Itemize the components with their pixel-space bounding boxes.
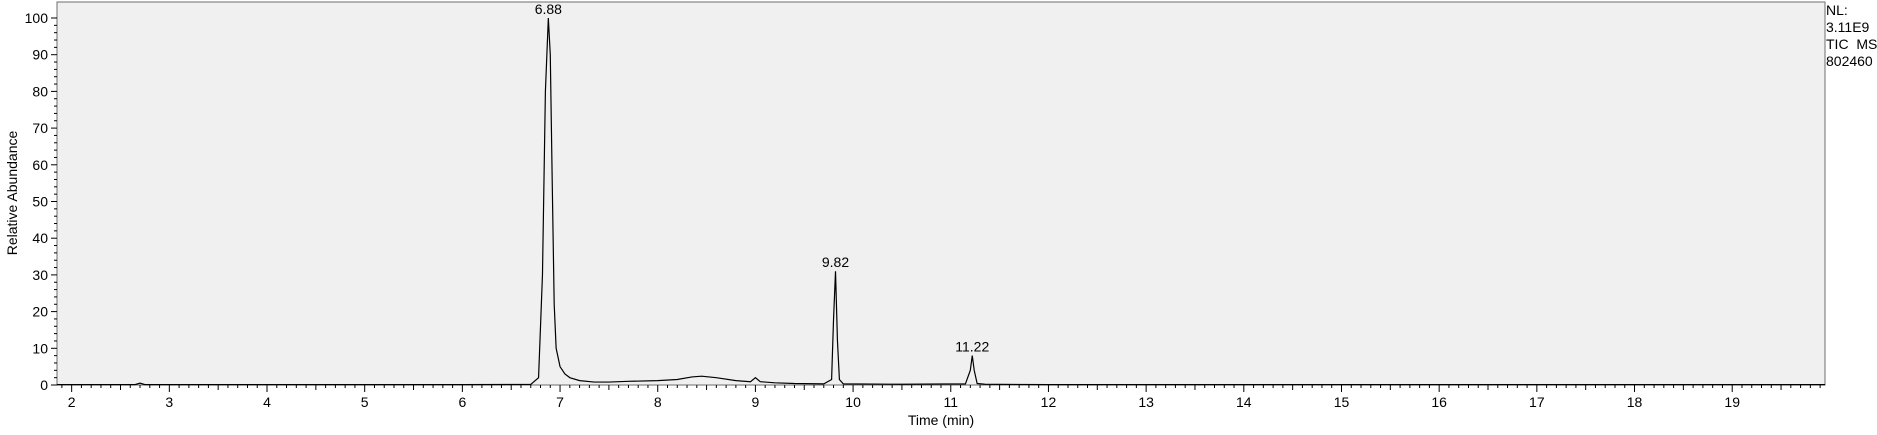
x-tick-label: 2 [68, 394, 76, 410]
x-tick-label: 16 [1431, 394, 1447, 410]
x-tick-label: 19 [1724, 394, 1740, 410]
peak-label: 11.22 [955, 339, 989, 355]
x-tick-label: 13 [1138, 394, 1154, 410]
peak-label: 6.88 [535, 1, 562, 17]
sample-id-label: 802460 [1826, 53, 1873, 69]
peak-label: 9.82 [822, 254, 849, 270]
x-tick-label: 9 [752, 394, 760, 410]
y-tick-label: 50 [32, 194, 48, 210]
x-axis-label: Time (min) [908, 412, 974, 428]
y-tick-label: 80 [32, 83, 48, 99]
y-tick-label: 70 [32, 120, 48, 136]
nl-label: NL: [1826, 2, 1848, 18]
x-tick-label: 4 [263, 394, 271, 410]
y-tick-label: 90 [32, 47, 48, 63]
x-tick-label: 17 [1529, 394, 1545, 410]
y-tick-label: 20 [32, 304, 48, 320]
x-tick-label: 15 [1334, 394, 1350, 410]
plot-area [56, 1, 1826, 386]
x-tick-label: 6 [458, 394, 466, 410]
scan-filter-label: TIC MS [1826, 36, 1877, 52]
y-tick-label: 100 [25, 10, 49, 26]
y-tick-label: 30 [32, 267, 48, 283]
x-tick-label: 11 [943, 394, 958, 410]
x-tick-label: 7 [556, 394, 564, 410]
y-axis-label: Relative Abundance [4, 131, 20, 256]
y-tick-label: 0 [40, 377, 48, 393]
nl-value: 3.11E9 [1826, 19, 1870, 35]
x-tick-label: 12 [1041, 394, 1057, 410]
x-tick-label: 5 [361, 394, 369, 410]
tic-trace-line [57, 17, 1825, 386]
x-tick-label: 8 [654, 394, 662, 410]
x-tick-label: 3 [165, 394, 173, 410]
y-tick-label: 10 [32, 340, 48, 356]
y-tick-label: 40 [32, 230, 48, 246]
x-tick-label: 10 [845, 394, 861, 410]
x-tick-label: 18 [1627, 394, 1643, 410]
y-tick-label: 60 [32, 157, 48, 173]
x-tick-label: 14 [1236, 394, 1252, 410]
